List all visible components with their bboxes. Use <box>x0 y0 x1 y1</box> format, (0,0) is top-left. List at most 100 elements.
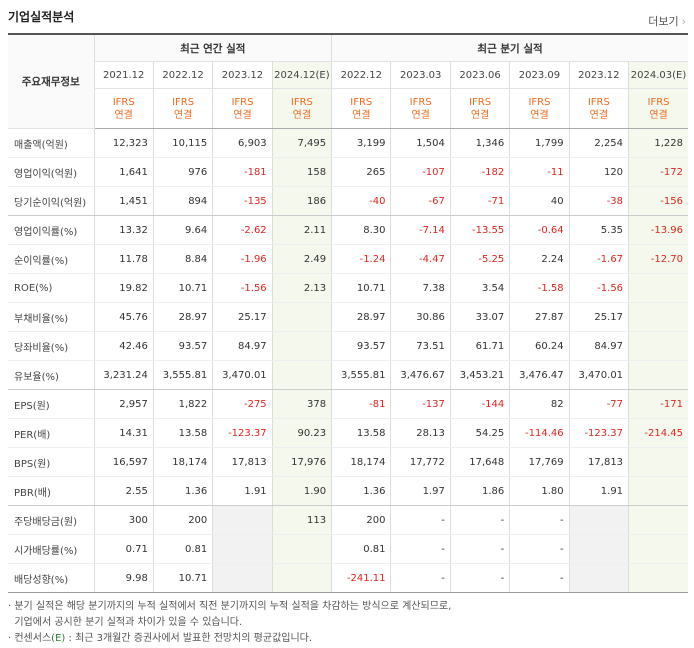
table-cell: 3,555.81 <box>152 360 213 390</box>
table-cell: - <box>390 563 451 593</box>
accounting-standard: IFRS 연결 <box>212 88 273 129</box>
table-cell: -214.45 <box>628 418 688 448</box>
table-cell: 2,254 <box>568 128 629 158</box>
table-row: BPS(원) 16,597 18,174 17,813 17,976 18,174 17,7… <box>8 447 688 477</box>
table-cell: 8.30 <box>331 215 391 245</box>
table-row: 당좌비율(%) 42.46 93.57 84.97 93.57 73.51 61.71 60.… <box>8 331 688 361</box>
table-cell: 3,199 <box>331 128 391 158</box>
table-cell <box>568 505 629 535</box>
row-label: 당좌비율(%) <box>8 331 94 361</box>
table-cell: 2,957 <box>93 389 154 419</box>
consolidated-label: 연결 <box>530 109 549 121</box>
table-cell: -1.58 <box>509 273 570 303</box>
table-row: ROE(%) 19.82 10.71 -1.56 2.13 10.71 7.38 3.54 -1… <box>8 273 688 303</box>
table-cell: -107 <box>390 157 451 187</box>
table-cell: 265 <box>331 157 391 187</box>
accounting-standard: IFRS 연결 <box>568 88 629 129</box>
table-cell: 200 <box>152 505 213 535</box>
table-cell: 18,174 <box>152 447 213 477</box>
table-cell: 1.90 <box>271 476 332 506</box>
table-cell: 28.97 <box>152 302 213 332</box>
table-row: 순이익률(%) 11.78 8.84 -1.96 2.49 -1.24 -4.47 -5.25… <box>8 244 688 274</box>
table-cell: -1.56 <box>212 273 273 303</box>
table-cell: - <box>509 534 570 564</box>
table-cell: 1.91 <box>568 476 629 506</box>
table-cell: 378 <box>271 389 332 419</box>
table-cell: 33.07 <box>449 302 510 332</box>
table-cell: 3,470.01 <box>212 360 273 390</box>
table-cell: -12.70 <box>628 244 688 274</box>
ifrs-label: IFRS <box>231 96 254 108</box>
annual-group-header: 최근 연간 실적 <box>93 33 332 62</box>
table-cell: - <box>509 563 570 593</box>
consolidated-label: 연결 <box>470 109 490 121</box>
table-cell: 40 <box>509 186 570 216</box>
table-cell <box>212 534 273 564</box>
table-cell: 12,323 <box>93 128 154 158</box>
consolidated-label: 연결 <box>649 109 668 121</box>
table-row: 부채비율(%) 45.76 28.97 25.17 28.97 30.86 33.07 27.… <box>8 302 688 332</box>
accounting-standard: IFRS 연결 <box>152 88 213 129</box>
label-column-header: 주요재무정보 <box>8 33 94 129</box>
table-cell: 7.38 <box>390 273 451 303</box>
period-header: 2022.12 <box>152 61 213 89</box>
table-cell <box>568 534 629 564</box>
table-cell: -171 <box>628 389 688 419</box>
ifrs-label: IFRS <box>587 96 610 108</box>
table-cell: 25.17 <box>212 302 273 332</box>
table-cell <box>271 534 332 564</box>
table-cell <box>628 302 688 332</box>
table-row: 당기순이익(억원) 1,451 894 -135 186 -40 -67 -71 40 -38 -1… <box>8 186 688 216</box>
table-cell: 90.23 <box>271 418 332 448</box>
table-cell: 54.25 <box>449 418 510 448</box>
table-cell: 28.97 <box>331 302 391 332</box>
more-link[interactable]: 더보기 › <box>648 13 686 29</box>
table-cell: 3.54 <box>449 273 510 303</box>
row-label: PER(배) <box>8 418 94 448</box>
table-row: 유보율(%) 3,231.24 3,555.81 3,470.01 3,555.81 3,… <box>8 360 688 390</box>
row-label: 영업이익률(%) <box>8 215 94 245</box>
row-label: 배당성향(%) <box>8 563 94 593</box>
table-cell: 1,228 <box>628 128 688 158</box>
period-header: 2022.12 <box>331 61 391 89</box>
table-row: 매출액(억원) 12,323 10,115 6,903 7,495 3,199 1,504 1… <box>8 128 688 158</box>
table-cell: -123.37 <box>212 418 273 448</box>
table-row: PBR(배) 2.55 1.36 1.91 1.90 1.36 1.97 1.86 1.80 1.… <box>8 476 688 506</box>
table-cell <box>628 505 688 535</box>
table-cell: 3,476.47 <box>509 360 570 390</box>
table-cell: -275 <box>212 389 273 419</box>
table-row: 주당배당금(원) 300 200 113 200- - - <box>8 505 688 535</box>
table-cell: 0.81 <box>152 534 213 564</box>
table-cell: -182 <box>449 157 510 187</box>
table-cell: 16,597 <box>93 447 154 477</box>
table-cell: 17,976 <box>271 447 332 477</box>
table-cell: - <box>449 534 510 564</box>
table-cell: 1,451 <box>93 186 154 216</box>
table-cell: 1.97 <box>390 476 451 506</box>
table-cell: 82 <box>509 389 570 419</box>
table-cell: 3,470.01 <box>568 360 629 390</box>
accounting-standard: IFRS 연결 <box>271 88 332 129</box>
estimate-mark: (E) <box>51 633 66 644</box>
table-cell: 10.71 <box>331 273 391 303</box>
table-cell: 8.84 <box>152 244 213 274</box>
consolidated-label: 연결 <box>292 109 312 121</box>
chevron-right-icon: › <box>681 15 686 28</box>
table-cell: 17,648 <box>449 447 510 477</box>
table-cell: 25.17 <box>568 302 629 332</box>
row-label: 순이익률(%) <box>8 244 94 274</box>
table-cell: -1.56 <box>568 273 629 303</box>
row-label: ROE(%) <box>8 273 94 303</box>
row-label: 영업이익(억원) <box>8 157 94 187</box>
period-header: 2024.12(E) <box>271 61 332 89</box>
table-cell: - <box>390 505 451 535</box>
table-cell: 2.13 <box>271 273 332 303</box>
accounting-standard: IFRS 연결 <box>331 88 391 129</box>
table-cell: 200 <box>331 505 391 535</box>
accounting-standard: IFRS 연결 <box>390 88 451 129</box>
table-cell <box>212 563 273 593</box>
table-cell: 10.71 <box>152 563 213 593</box>
table-cell: -114.46 <box>509 418 570 448</box>
table-cell: -123.37 <box>568 418 629 448</box>
table-cell: 2.24 <box>509 244 570 274</box>
